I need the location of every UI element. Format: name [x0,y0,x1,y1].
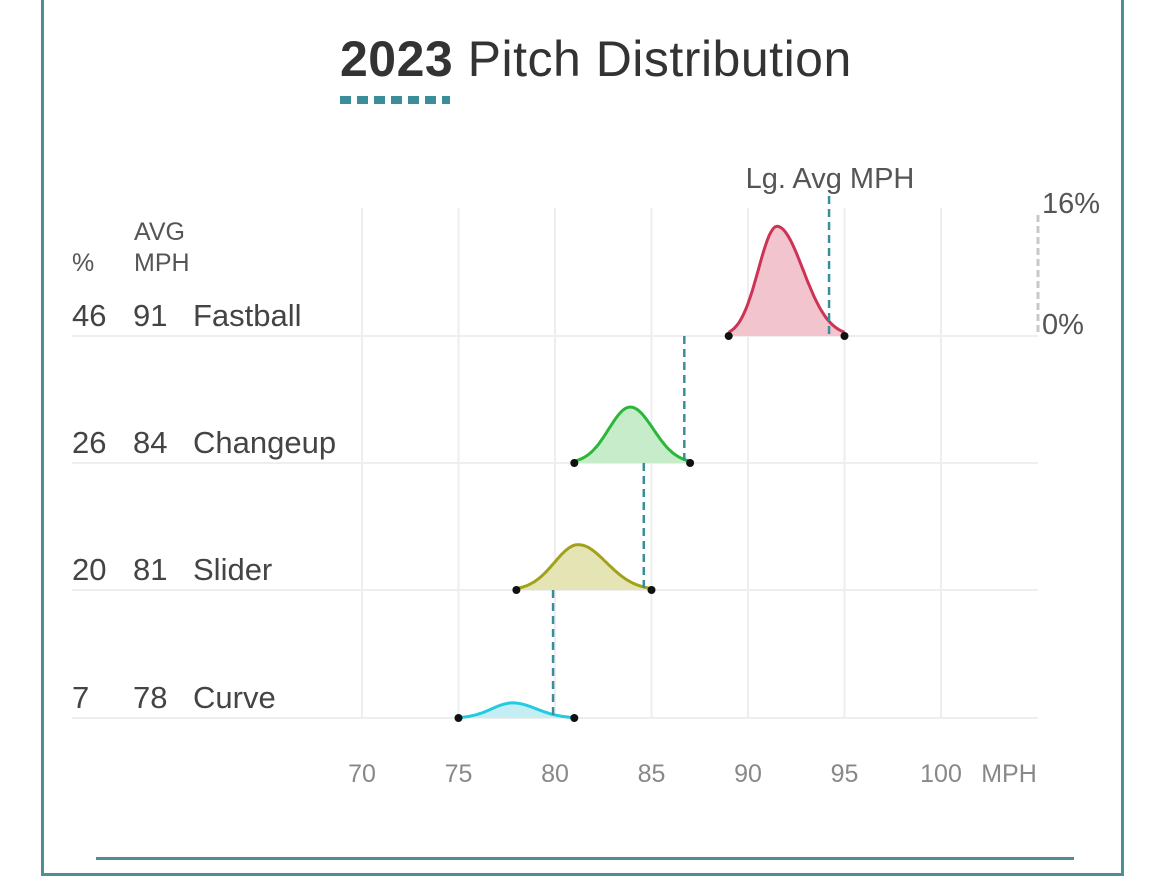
ridge-max-point-changeup [686,459,695,467]
ridge-fill-changeup [574,407,691,463]
ridge-curve-fastball [727,224,846,334]
ridge-min-point-slider [512,586,521,594]
ridge-curve-curve [458,701,575,719]
column-header-mph: MPH [134,249,190,277]
row-pitch-name-slider: Slider [193,552,272,587]
row-pct-curve: 7 [72,680,89,715]
row-pct-changeup: 26 [72,425,106,460]
row-pitch-name-curve: Curve [193,680,276,715]
x-axis-unit-label: MPH [981,760,1037,788]
column-header-avg: AVG [134,218,185,246]
x-tick-label-85: 85 [638,760,666,788]
chart-title: 2023 Pitch Distribution [340,30,852,88]
ridges [454,224,849,722]
x-tick-label-75: 75 [445,760,473,788]
league-avg-label: Lg. Avg MPH [746,163,915,195]
x-tick-label-70: 70 [348,760,376,788]
ridge-max-point-fastball [840,332,849,340]
density-scale-max-label: 16% [1042,188,1100,220]
ridge-min-point-changeup [570,459,579,467]
ridge-max-point-slider [647,586,656,594]
x-tick-label-90: 90 [734,760,762,788]
ridge-max-point-curve [570,714,579,722]
x-tick-label-80: 80 [541,760,569,788]
density-scale-min-label: 0% [1042,309,1084,341]
chart-card [41,0,1124,876]
chart-title-text: Pitch Distribution [467,31,852,87]
x-axis-ticks: 70 75 80 85 90 95 100 [348,760,962,788]
chart-title-year: 2023 [340,31,454,87]
row-labels: 46 91 Fastball 26 84 Changeup 20 81 Slider 7 78 Cur… [72,298,336,715]
row-avg-mph-curve: 78 [133,680,167,715]
row-pitch-name-fastball: Fastball [193,298,302,333]
ridge-curve-slider [516,543,652,590]
row-pct-fastball: 46 [72,298,106,333]
ridge-fill-curve [458,702,575,718]
ridge-fill-slider [516,544,652,590]
bottom-rule [96,857,1074,860]
x-tick-label-100: 100 [920,760,962,788]
league-avg-lines [551,196,831,718]
row-avg-mph-fastball: 91 [133,298,167,333]
row-pitch-name-changeup: Changeup [193,425,336,460]
grid [72,208,1038,719]
ridge-fill-fastball [728,226,845,336]
x-tick-label-95: 95 [831,760,859,788]
title-underline [340,96,450,104]
column-header-pct: % [72,249,94,277]
row-pct-slider: 20 [72,552,106,587]
ridge-min-point-fastball [724,332,733,340]
row-avg-mph-slider: 81 [133,552,167,587]
ridge-min-point-curve [454,714,463,722]
ridge-curve-changeup [573,405,691,463]
row-avg-mph-changeup: 84 [133,425,167,460]
